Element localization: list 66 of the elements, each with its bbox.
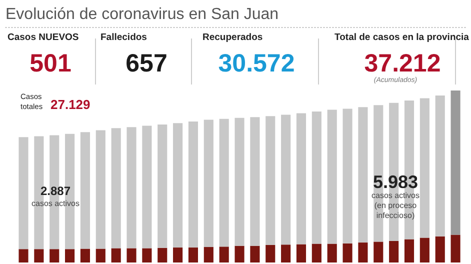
bar — [142, 248, 152, 262]
bar — [358, 242, 368, 262]
bar — [188, 121, 198, 248]
annotation: 27.129 — [50, 97, 90, 112]
annotation: 2.887 — [40, 184, 71, 198]
bar — [204, 120, 214, 248]
bar — [327, 110, 337, 244]
annotation: 5.983 — [372, 172, 418, 192]
bar — [234, 246, 244, 262]
bar — [188, 248, 198, 262]
bar — [327, 244, 337, 262]
bar — [142, 126, 152, 248]
bar — [266, 244, 276, 262]
bar — [312, 111, 322, 244]
bar — [296, 244, 306, 262]
text: Casos NUEVOS — [8, 32, 79, 43]
annotation: casos activos (en proceso infeccioso) — [371, 191, 420, 220]
bar — [34, 249, 44, 262]
bar — [420, 98, 430, 238]
bar — [80, 132, 90, 249]
bar — [96, 248, 106, 262]
bar — [374, 242, 384, 262]
bar — [281, 114, 291, 245]
bar — [342, 243, 352, 262]
bar — [266, 116, 276, 245]
bar — [173, 248, 183, 262]
text: 501 — [30, 50, 72, 78]
bar — [219, 246, 229, 262]
bar — [173, 123, 183, 248]
bar — [250, 246, 260, 262]
bar — [126, 127, 136, 248]
text: Total de casos en la provincia — [334, 32, 470, 43]
bar — [342, 108, 352, 244]
bar — [111, 248, 121, 262]
bar — [18, 249, 28, 262]
bar — [312, 244, 322, 262]
text: 657 — [126, 50, 168, 78]
bar — [96, 130, 106, 249]
text: Fallecidos — [100, 32, 147, 43]
bar — [420, 238, 430, 262]
text: 30.572 — [218, 50, 295, 78]
text: 37.212 — [364, 50, 441, 78]
bar — [250, 117, 260, 246]
bar — [389, 241, 399, 262]
annotation: casos activos — [31, 199, 80, 208]
bar — [50, 249, 60, 262]
bar — [80, 248, 90, 262]
bar — [158, 124, 168, 248]
bar — [450, 234, 460, 262]
bar — [450, 90, 460, 235]
bar — [404, 239, 414, 262]
bar — [281, 244, 291, 262]
bar — [435, 236, 445, 262]
text: Recuperados — [202, 32, 263, 43]
bar — [111, 128, 121, 248]
bar — [358, 107, 368, 243]
bar — [65, 249, 75, 262]
bar — [204, 247, 214, 262]
bar — [126, 248, 136, 262]
bar — [158, 248, 168, 262]
bar — [234, 118, 244, 246]
bar — [18, 137, 28, 250]
bar — [296, 113, 306, 244]
bar — [219, 118, 229, 247]
text: Evolución de coronavirus en San Juan — [6, 6, 279, 23]
bar — [435, 95, 445, 236]
